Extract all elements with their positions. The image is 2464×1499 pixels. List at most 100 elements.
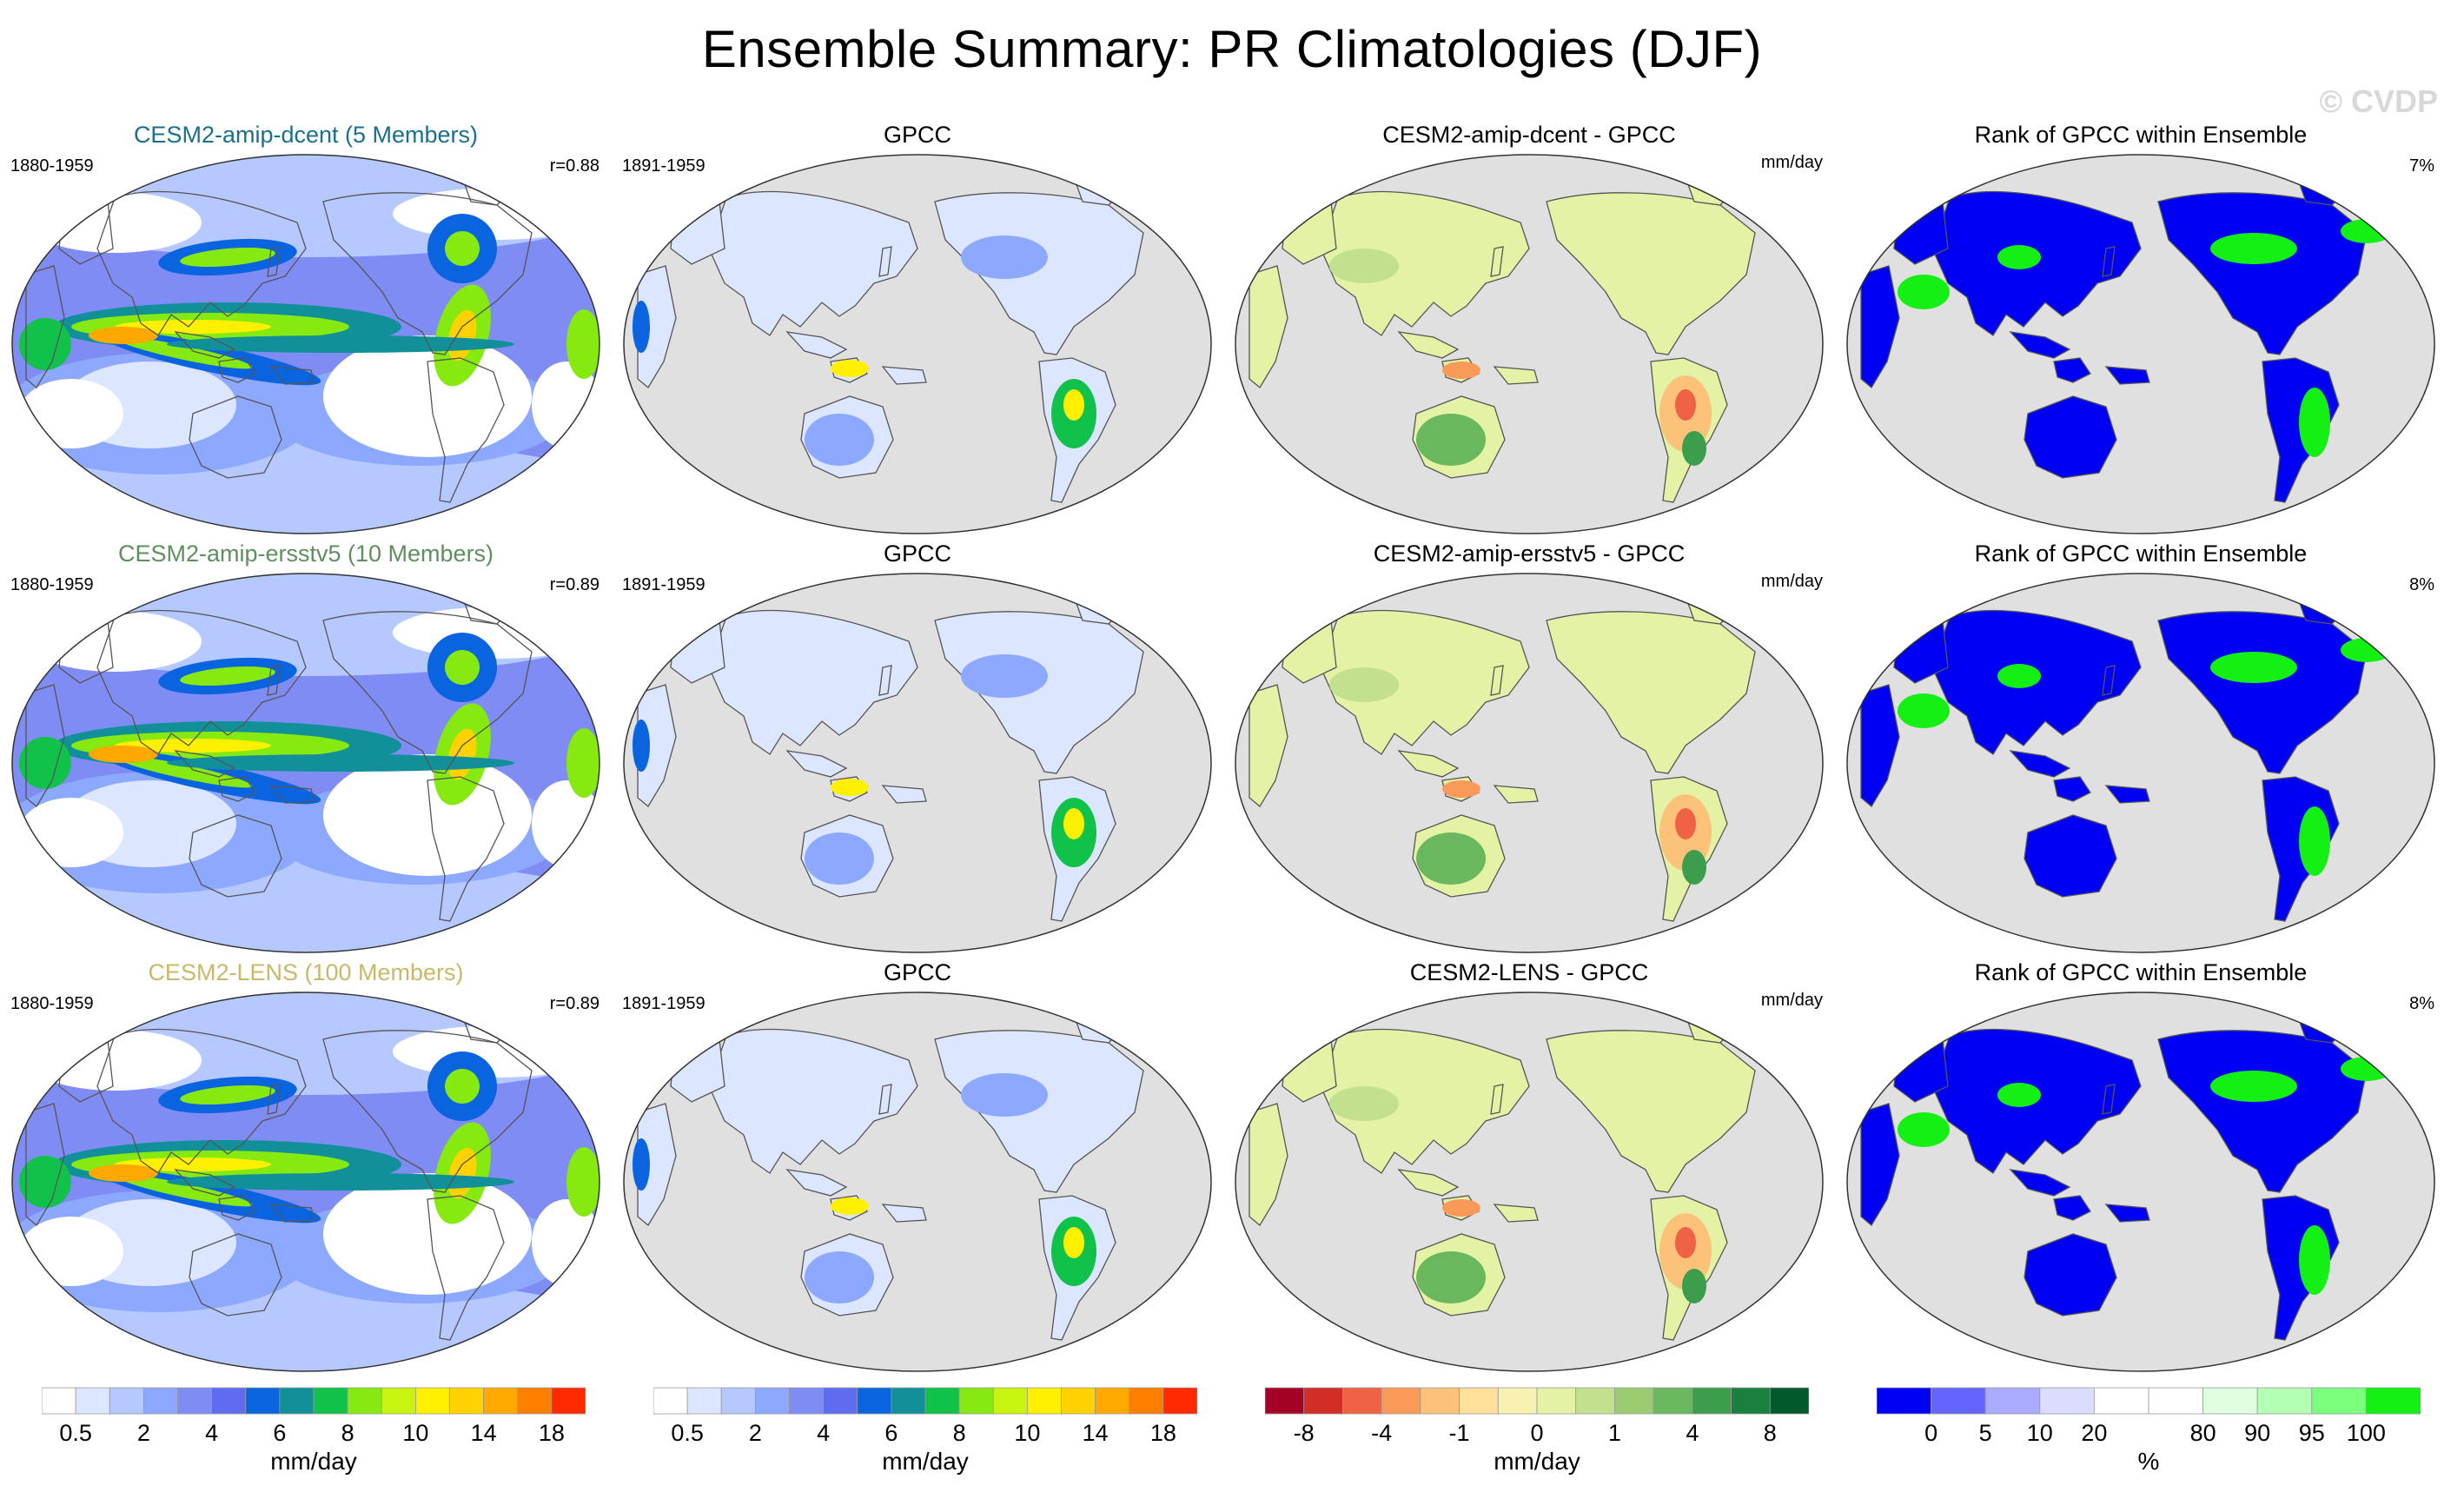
colorbar-tick-label: 14 [470,1420,497,1446]
colorbar-swatch [75,1387,110,1415]
colorbar-tick-label: 0 [1530,1420,1544,1446]
colorbar-tick-label: -8 [1293,1420,1315,1446]
correlation-label: r=0.89 [549,994,599,1013]
colorbar-swatch [720,1387,756,1415]
colorbar-swatch [958,1387,994,1415]
colorbar-tick-label: 0.5 [671,1420,704,1446]
colorbar-swatch [517,1387,553,1415]
colorbar-rank: 0 5 10 20 80 90 95 100% [1877,1387,2421,1482]
period-label: 1880-1959 [10,994,94,1013]
colorbar-units: mm/day [270,1448,357,1475]
model-map [11,573,600,953]
model-panel-title: CESM2-amip-dcent (5 Members) [133,122,479,148]
percent-label: 8% [2409,994,2434,1013]
diff-panel-title: CESM2-amip-ersstv5 - GPCC [1373,541,1686,567]
colorbar-swatch [789,1387,825,1415]
colorbar-tick-label: 8 [341,1420,354,1446]
colorbar-tick-label: 18 [1149,1420,1176,1446]
colorbar-swatch [1342,1387,1382,1415]
colorbar-swatch [1265,1387,1305,1415]
percent-label: 7% [2409,156,2434,176]
panel-model-row1: CESM2-amip-dcent (5 Members) 1880-1959 r=0… [0,122,612,539]
colorbar-swatch [686,1387,722,1415]
colorbar-swatch [414,1387,450,1415]
colorbar-units: mm/day [882,1448,969,1475]
diff-panel-title: CESM2-LENS - GPCC [1409,959,1649,985]
colorbar-swatch [2256,1387,2313,1415]
colorbar-swatch [1575,1387,1615,1415]
colorbar-tick-label: 100 [2346,1420,2386,1446]
colorbar-tick-label: 8 [1763,1420,1777,1446]
colorbar-units: mm/day [1494,1448,1580,1475]
colorbar-swatch [1497,1387,1538,1415]
rank-panel-title: Rank of GPCC within Ensemble [1974,959,2308,985]
units-label: mm/day [1760,572,1823,591]
colorbar-swatch [2148,1387,2203,1415]
colorbar-tick-label: 80 [2189,1420,2216,1446]
colorbar-swatch [1061,1387,1096,1415]
obs-map [623,992,1212,1372]
colorbar-swatch [551,1387,586,1415]
colorbar-swatch [347,1387,382,1415]
colorbar-tick-label: 2 [136,1420,150,1446]
colorbar-swatch [1381,1387,1421,1415]
diff-map [1235,992,1824,1372]
colorbar-swatch [1162,1387,1197,1415]
diff-map [1235,154,1824,534]
cvdp-watermark: © CVDP [2319,83,2438,119]
rank-map [1846,992,2435,1372]
panel-rank-row3: Rank of GPCC within Ensemble 8% [1835,959,2447,1376]
colorbar-diff: -8 -4 -1 0 1 4 8 mm/day [1265,1387,1809,1482]
colorbar-swatch [109,1387,144,1415]
model-panel-title: CESM2-amip-ersstv5 (10 Members) [117,541,494,567]
model-map [11,992,600,1372]
obs-map [623,573,1212,953]
correlation-label: r=0.89 [549,575,599,594]
figure-title: Ensemble Summary: PR Climatologies (DJF) [701,20,1763,78]
colorbar-swatch [42,1387,76,1415]
colorbar-tick-label: 0 [1924,1420,1938,1446]
colorbar-pr-obs: 0.5 2 4 6 8 10 14 18 mm/day [653,1387,1197,1482]
period-label: 1891-1959 [622,575,705,594]
colorbar-tick-label: 4 [1686,1420,1699,1446]
colorbar-swatch [1877,1387,1931,1415]
colorbar-swatch [2093,1387,2149,1415]
colorbar-tick-label: 10 [1014,1420,1041,1446]
colorbar-swatch [1692,1387,1732,1415]
colorbar-swatch [245,1387,281,1415]
panel-model-row3: CESM2-LENS (100 Members) 1880-1959 r=0.89 [0,959,612,1376]
colorbar-tick-label: 1 [1607,1420,1621,1446]
colorbar-swatch [1095,1387,1130,1415]
colorbar-swatch [1303,1387,1343,1415]
colorbar-swatch [381,1387,416,1415]
colorbar-swatches [1265,1387,1809,1415]
period-label: 1880-1959 [10,156,94,176]
colorbar-tick-label: 5 [1978,1420,1992,1446]
colorbar-tick-label: 10 [402,1420,429,1446]
panel-diff-row2: CESM2-amip-ersstv5 - GPCC mm/day [1223,541,1835,958]
percent-label: 8% [2409,575,2434,594]
colorbar-swatches [653,1387,1197,1415]
colorbar-swatch [1614,1387,1654,1415]
colorbar-tick-label: -4 [1371,1420,1393,1446]
colorbar-swatch [992,1387,1028,1415]
units-label: mm/day [1760,153,1823,172]
colorbar-tick-label: 14 [1082,1420,1109,1446]
colorbar-units: % [2137,1448,2160,1475]
colorbar-tick-label: 90 [2244,1420,2271,1446]
colorbar-pr: 0.5 2 4 6 8 10 14 18 mm/day [42,1387,586,1482]
colorbar-swatch [1420,1387,1460,1415]
colorbar-swatch [653,1387,688,1415]
units-label: mm/day [1760,991,1823,1010]
colorbar-swatch [1653,1387,1693,1415]
period-label: 1880-1959 [10,575,94,594]
colorbar-swatch [313,1387,348,1415]
obs-panel-title: GPCC [883,541,951,567]
correlation-label: r=0.88 [549,156,599,176]
colorbar-tick-label: 95 [2298,1420,2325,1446]
colorbar-swatch [2202,1387,2258,1415]
colorbar-swatch [1459,1387,1499,1415]
obs-panel-title: GPCC [883,959,951,985]
colorbar-swatch [1731,1387,1771,1415]
colorbar-swatch [1026,1387,1062,1415]
